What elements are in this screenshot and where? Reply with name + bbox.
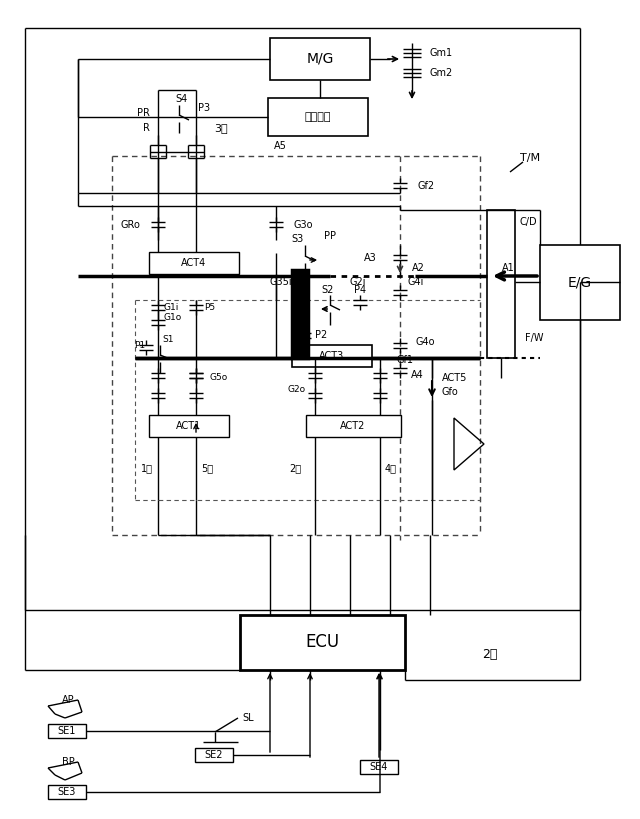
Text: AP: AP (62, 695, 75, 705)
Text: G1i: G1i (163, 304, 179, 313)
Text: A2: A2 (412, 263, 424, 273)
Text: R: R (143, 123, 150, 133)
Text: G4o: G4o (415, 337, 435, 347)
Text: 5速: 5速 (201, 463, 213, 473)
Text: S4: S4 (175, 94, 187, 104)
Text: G3o: G3o (294, 220, 314, 230)
Text: ACT3: ACT3 (319, 351, 344, 361)
Bar (306, 415, 401, 437)
Text: SE3: SE3 (58, 787, 76, 797)
Text: S3: S3 (291, 234, 303, 244)
Text: A1: A1 (502, 263, 515, 273)
Text: BP: BP (62, 757, 75, 767)
Text: A5: A5 (273, 141, 287, 151)
Text: GRo: GRo (120, 220, 140, 230)
Text: G2o: G2o (288, 386, 306, 395)
Bar (48, 785, 86, 799)
Bar (240, 615, 405, 670)
Bar (270, 38, 370, 80)
Bar (292, 345, 372, 367)
Text: バッテリ: バッテリ (305, 112, 332, 122)
Bar (487, 210, 515, 358)
Text: T/M: T/M (520, 153, 540, 163)
Bar (149, 252, 239, 274)
Text: E/G: E/G (568, 275, 592, 289)
Text: SE4: SE4 (370, 762, 388, 772)
Text: 3速: 3速 (214, 123, 228, 133)
Bar (360, 760, 398, 774)
Text: ACT1: ACT1 (177, 421, 202, 431)
Bar (540, 245, 620, 320)
Bar (195, 748, 233, 762)
Text: Gf1: Gf1 (397, 355, 413, 365)
Text: ACT5: ACT5 (442, 373, 467, 383)
Text: ECU: ECU (305, 633, 339, 651)
Text: G1o: G1o (163, 314, 181, 323)
Text: G5o: G5o (210, 373, 228, 382)
Bar (292, 270, 308, 358)
Text: P2: P2 (315, 330, 327, 340)
Text: SE1: SE1 (58, 726, 76, 736)
Text: Gm1: Gm1 (430, 48, 453, 58)
Text: F/W: F/W (525, 333, 543, 343)
Text: PP: PP (324, 231, 336, 241)
Text: 2速: 2速 (483, 649, 498, 662)
Text: G2i: G2i (350, 277, 367, 287)
Bar (268, 98, 368, 136)
Text: G4i: G4i (408, 277, 424, 287)
Text: S1: S1 (162, 336, 173, 345)
Bar (149, 415, 229, 437)
Text: M/G: M/G (307, 52, 333, 66)
Text: PR: PR (137, 108, 150, 118)
Text: P3: P3 (198, 103, 210, 113)
Text: ACT2: ACT2 (340, 421, 365, 431)
Text: S2: S2 (322, 285, 334, 295)
Text: C/D: C/D (520, 217, 538, 227)
Text: Gfo: Gfo (442, 387, 459, 397)
Text: P5: P5 (204, 304, 215, 313)
Text: A4: A4 (411, 370, 424, 380)
Text: 1速: 1速 (141, 463, 153, 473)
Text: Gf2: Gf2 (418, 181, 435, 191)
Text: ACT4: ACT4 (181, 258, 207, 268)
Text: 2速: 2速 (289, 463, 301, 473)
Text: G35i: G35i (269, 277, 292, 287)
Text: A3: A3 (364, 253, 376, 263)
Text: 4速: 4速 (385, 463, 397, 473)
Text: SL: SL (242, 713, 253, 723)
Text: P4: P4 (354, 285, 366, 295)
Bar (48, 724, 86, 738)
Text: P1: P1 (134, 341, 145, 350)
Text: SE2: SE2 (205, 750, 223, 760)
Text: Gm2: Gm2 (430, 68, 453, 78)
